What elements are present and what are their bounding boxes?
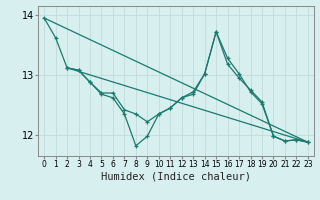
X-axis label: Humidex (Indice chaleur): Humidex (Indice chaleur) bbox=[101, 172, 251, 182]
